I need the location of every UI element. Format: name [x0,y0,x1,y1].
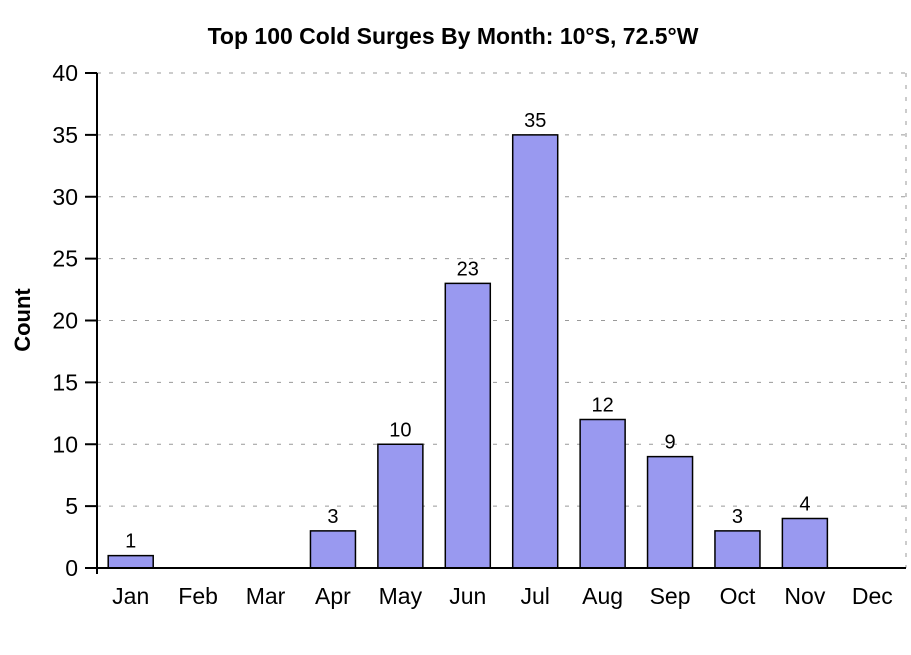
y-tick-label-35: 35 [52,122,78,148]
y-tick-label-25: 25 [52,246,78,272]
x-tick-label-may: May [379,583,423,609]
y-tick-label-20: 20 [52,308,78,334]
x-tick-label-sep: Sep [650,583,691,609]
bar-value-label-apr: 3 [327,506,338,528]
bar-nov [781,517,829,569]
y-tick-label-30: 30 [52,184,78,210]
x-tick-label-jan: Jan [112,583,149,609]
x-tick-label-apr: Apr [315,583,351,609]
y-axis-label: Count [10,288,35,352]
bar-jun [444,282,492,569]
bar-value-label-may: 10 [389,419,411,441]
bar-value-label-nov: 4 [799,494,810,516]
x-tick-label-feb: Feb [178,583,218,609]
y-tick-label-40: 40 [52,60,78,86]
bar-oct [714,530,761,569]
bar-jul [511,134,559,569]
bar-value-label-sep: 9 [664,432,675,454]
y-tick-label-10: 10 [52,431,78,457]
y-tick-label-0: 0 [65,555,78,581]
bar-value-label-aug: 12 [592,395,614,417]
bar-jan [107,554,154,569]
x-tick-label-aug: Aug [582,583,623,609]
bar-value-label-jan: 1 [125,531,136,553]
chart-title: Top 100 Cold Surges By Month: 10°S, 72.5… [208,23,699,49]
bar-apr [309,530,357,569]
x-tick-label-dec: Dec [852,583,893,609]
bar-value-label-oct: 3 [732,506,743,528]
y-tick-label-15: 15 [52,369,78,395]
x-tick-label-nov: Nov [784,583,825,609]
x-tick-label-jul: Jul [521,583,550,609]
bar-sep [646,455,694,569]
x-tick-label-mar: Mar [246,583,286,609]
x-tick-label-oct: Oct [720,583,756,609]
y-tick-label-5: 5 [65,493,78,519]
bar-value-label-jun: 23 [457,258,479,280]
bar-value-label-jul: 35 [524,110,546,132]
bar-aug [579,418,626,569]
x-tick-label-jun: Jun [449,583,486,609]
bar-may [377,443,424,569]
